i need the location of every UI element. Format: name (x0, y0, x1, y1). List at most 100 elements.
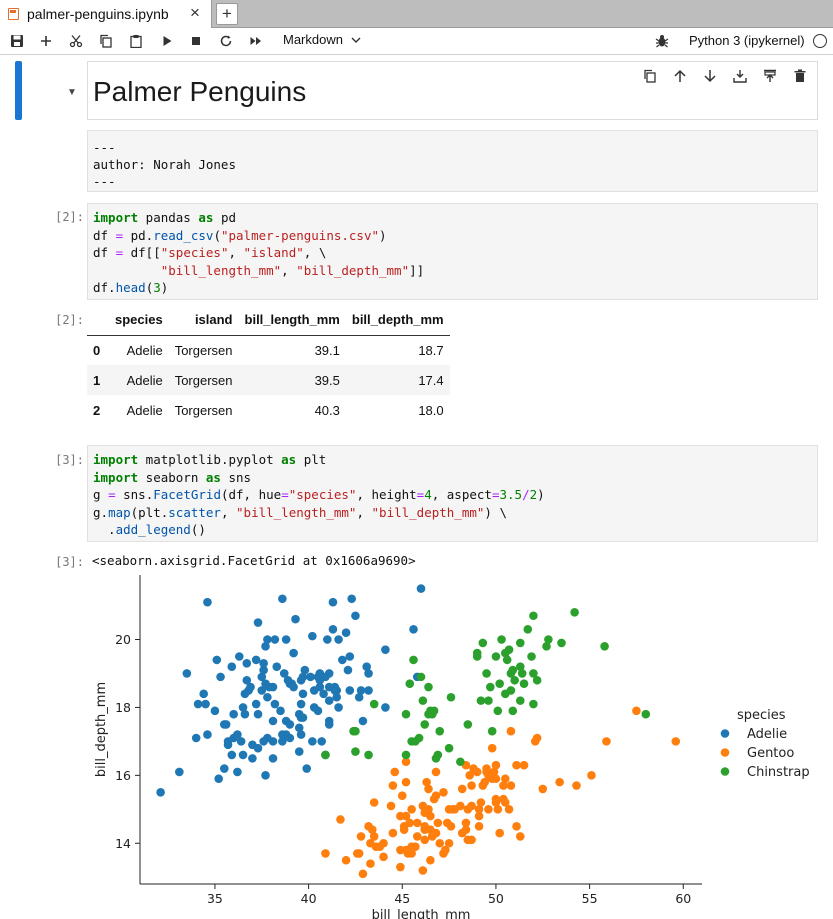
data-point-gentoo (457, 784, 467, 794)
data-point-gentoo (405, 818, 415, 828)
x-tick-label: 50 (488, 891, 504, 906)
save-icon[interactable] (7, 32, 27, 50)
data-point-chinstrap (401, 750, 411, 760)
data-point-gentoo (467, 801, 476, 811)
data-point-adelie (233, 730, 242, 739)
data-point-chinstrap (418, 696, 428, 705)
column-header: bill_length_mm (238, 305, 346, 336)
data-point-adelie (285, 733, 295, 743)
data-point-chinstrap (484, 696, 493, 705)
data-point-gentoo (504, 804, 514, 814)
code-cell[interactable]: import pandas as pd df = pd.read_csv("pa… (87, 203, 818, 300)
data-point-adelie (341, 628, 351, 638)
data-point-gentoo (491, 794, 501, 804)
restart-icon[interactable] (216, 32, 236, 50)
data-point-chinstrap (529, 669, 538, 678)
row-index: 2 (93, 402, 101, 418)
move-up-icon[interactable] (671, 68, 689, 84)
data-point-adelie (240, 709, 250, 719)
data-point-adelie (214, 774, 223, 784)
data-point-gentoo (388, 828, 398, 838)
table-row: 0 Adelie Torgersen 39.1 18.7 (87, 335, 450, 365)
x-tick-label: 60 (675, 891, 691, 906)
insert-below-icon[interactable] (761, 68, 779, 84)
data-point-gentoo (474, 821, 484, 831)
data-point-gentoo (401, 757, 411, 767)
fast-forward-icon[interactable] (246, 32, 266, 50)
data-point-gentoo (532, 733, 542, 743)
data-point-chinstrap (409, 655, 418, 665)
table-cell: 39.1 (314, 342, 340, 358)
data-point-chinstrap (456, 757, 465, 767)
new-tab-button[interactable]: + (216, 3, 238, 25)
data-point-chinstrap (486, 682, 495, 692)
data-point-gentoo (431, 828, 441, 838)
column-header: bill_depth_mm (345, 305, 450, 336)
data-point-adelie (251, 699, 261, 709)
data-point-gentoo (407, 804, 416, 814)
duplicate-cell-icon[interactable] (641, 68, 659, 84)
data-point-gentoo (411, 842, 420, 851)
y-tick-label: 16 (115, 768, 131, 783)
data-point-chinstrap (420, 720, 430, 729)
markdown-cell[interactable]: Palmer Penguins (87, 61, 818, 120)
data-point-adelie (261, 642, 270, 651)
table-row: 1 Adelie Torgersen 39.5 17.4 (87, 365, 450, 395)
x-tick-label: 45 (394, 891, 410, 906)
cut-icon[interactable] (66, 32, 86, 50)
tab-notebook[interactable]: palmer-penguins.ipynb × (0, 0, 212, 28)
run-icon[interactable] (157, 32, 177, 50)
tab-bar: palmer-penguins.ipynb × + (0, 0, 833, 28)
bug-icon[interactable] (655, 34, 669, 53)
data-point-chinstrap (532, 675, 542, 685)
data-point-chinstrap (416, 672, 426, 682)
data-point-adelie (191, 733, 201, 743)
data-point-adelie (238, 703, 248, 712)
data-point-gentoo (435, 838, 445, 848)
cell-toolbar (641, 68, 809, 84)
data-point-adelie (328, 625, 338, 634)
data-point-gentoo (467, 835, 476, 845)
stop-icon[interactable] (186, 32, 206, 50)
data-point-adelie (356, 686, 366, 695)
dataframe-table: species island bill_length_mm bill_depth… (87, 305, 450, 425)
data-point-adelie (317, 737, 327, 746)
data-point-adelie (253, 709, 263, 719)
data-point-gentoo (506, 726, 516, 736)
raw-cell[interactable]: --- author: Norah Jones --- (87, 130, 818, 192)
data-point-chinstrap (519, 679, 529, 688)
data-point-adelie (347, 594, 356, 604)
data-point-gentoo (396, 811, 405, 821)
move-down-icon[interactable] (701, 68, 719, 84)
data-point-adelie (242, 675, 252, 685)
paste-icon[interactable] (126, 32, 146, 50)
kernel-name[interactable]: Python 3 (ipykernel) (689, 33, 805, 48)
output-text: <seaborn.axisgrid.FacetGrid at 0x1606a96… (92, 553, 416, 568)
data-point-gentoo (474, 811, 484, 821)
code-cell[interactable]: import matplotlib.pyplot as plt import s… (87, 445, 818, 542)
data-point-adelie (315, 682, 325, 692)
data-point-chinstrap (557, 638, 566, 648)
data-point-adelie (296, 699, 306, 709)
data-point-chinstrap (515, 638, 525, 648)
insert-above-icon[interactable] (731, 68, 749, 84)
data-point-adelie (227, 662, 237, 671)
table-cell: 17.4 (345, 365, 450, 395)
data-point-chinstrap (502, 655, 512, 665)
copy-icon[interactable] (96, 32, 116, 50)
data-point-gentoo (358, 869, 368, 879)
data-point-chinstrap (600, 642, 609, 651)
data-point-adelie (323, 635, 332, 644)
delete-cell-icon[interactable] (791, 68, 809, 84)
add-cell-icon[interactable] (36, 32, 56, 50)
legend-label: Gentoo (747, 746, 794, 761)
collapse-heading-icon[interactable]: ▼ (67, 87, 77, 98)
cell-type-select[interactable]: Markdown (283, 32, 361, 47)
table-header: species island bill_length_mm bill_depth… (87, 305, 450, 336)
data-point-gentoo (367, 825, 377, 834)
data-point-adelie (268, 737, 278, 746)
data-point-adelie (259, 658, 268, 668)
close-icon[interactable]: × (190, 3, 200, 22)
data-point-gentoo (439, 788, 448, 797)
data-point-gentoo (379, 838, 388, 848)
